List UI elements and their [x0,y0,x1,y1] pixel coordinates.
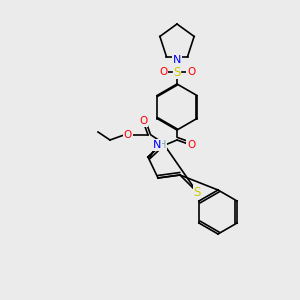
Text: O: O [159,67,167,77]
Text: N: N [153,140,161,150]
Text: O: O [139,116,147,126]
Text: O: O [187,67,195,77]
Text: S: S [193,185,201,199]
Text: H: H [159,140,167,150]
Text: O: O [187,140,195,150]
Text: O: O [124,130,132,140]
Text: S: S [173,65,181,79]
Text: N: N [173,55,181,65]
